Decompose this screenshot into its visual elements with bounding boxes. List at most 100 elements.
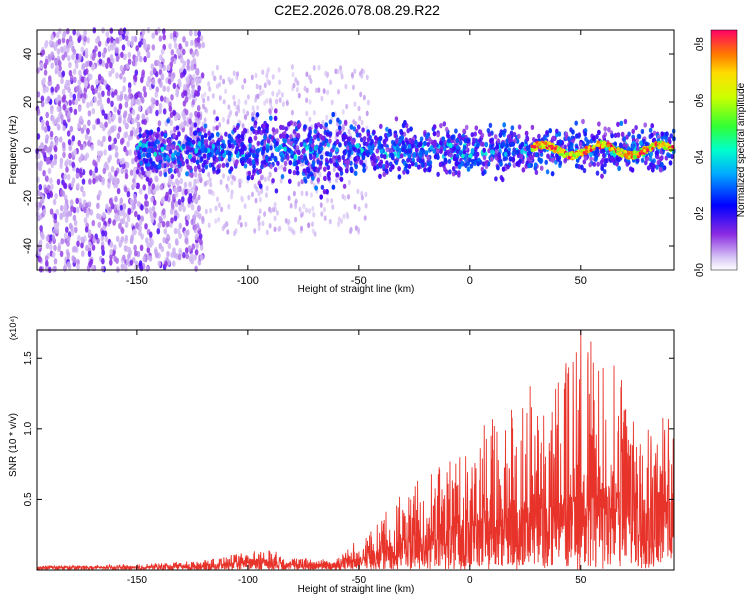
spectrogram-cell xyxy=(439,140,443,146)
spectrogram-cell xyxy=(279,178,283,184)
spectrogram-cell xyxy=(439,123,443,129)
spectrogram-cell xyxy=(610,150,614,156)
spectrogram-cell xyxy=(222,152,226,158)
spectrogram-cell xyxy=(115,72,119,79)
spectrogram-cell xyxy=(610,146,614,151)
spectrogram-cell xyxy=(508,133,512,139)
spectrogram-cell xyxy=(147,141,152,147)
spectrogram-cell xyxy=(645,156,650,162)
spectrogram-cell xyxy=(186,229,190,236)
spectrogram-cell xyxy=(307,133,312,139)
spectrogram-cell xyxy=(81,62,86,70)
spectrogram-cell xyxy=(278,79,282,86)
spectrogram-cell xyxy=(131,108,136,116)
spectrogram-cell xyxy=(671,145,675,149)
spectrogram-cell xyxy=(100,265,105,273)
spectrogram-cell xyxy=(45,235,50,242)
spectrogram-cell xyxy=(40,95,45,102)
spectrogram-cell xyxy=(80,46,85,53)
spectrogram-cell xyxy=(356,124,361,130)
spectrogram-cell xyxy=(268,223,272,229)
spectrogram-cell xyxy=(133,35,138,43)
spectrogram-cell xyxy=(426,155,431,161)
spectrogram-cell xyxy=(319,146,324,152)
spectrogram-cell xyxy=(44,175,49,182)
spectrogram-cell xyxy=(347,179,351,186)
spectrogram-cell xyxy=(45,86,49,93)
spectrogram-cell xyxy=(323,215,327,221)
spectrogram-cell xyxy=(397,174,402,180)
spectrogram-cell xyxy=(266,78,270,85)
spectrogram-cell xyxy=(77,79,82,86)
spectrogram-cell xyxy=(314,144,319,150)
spectrogram-cell xyxy=(116,187,121,195)
spectrogram-cell xyxy=(271,90,275,97)
spectrogram-cell xyxy=(35,249,40,257)
spectrogram-cell xyxy=(324,157,329,163)
spectrogram-cell xyxy=(595,134,599,140)
spectrogram-cell xyxy=(403,148,408,154)
spectrogram-cell xyxy=(212,109,216,115)
spectrogram-cell xyxy=(168,149,173,155)
spectrogram-cell xyxy=(58,27,62,35)
spectrogram-cell xyxy=(142,85,147,93)
spectrogram-cell xyxy=(219,135,224,141)
spectrogram-cell xyxy=(149,70,154,77)
spectrogram-cell xyxy=(123,110,127,118)
spectrogram-cell xyxy=(537,157,542,163)
spectrogram-cell xyxy=(290,150,294,156)
spectrogram-cell xyxy=(300,190,304,197)
spectrogram-cell xyxy=(295,86,299,93)
spectrogram-cell xyxy=(85,244,89,252)
spectrogram-cell xyxy=(218,81,222,88)
spectrogram-cell xyxy=(207,222,211,228)
spectrogram-cell xyxy=(436,154,440,160)
spectrogram-cell xyxy=(156,184,160,191)
spectrogram-cell xyxy=(144,158,149,164)
spectrogram-cell xyxy=(269,115,273,121)
spectrogram-cell xyxy=(382,163,386,169)
spectrogram-cell xyxy=(103,149,107,156)
spectrogram-cell xyxy=(81,250,85,257)
spectrogram-cell xyxy=(119,218,124,225)
spectrogram-cell xyxy=(491,149,496,155)
spectrogram-cell xyxy=(163,172,168,178)
spectrogram-cell xyxy=(389,147,393,154)
spectrogram-cell xyxy=(109,253,113,261)
spectrogram-cell xyxy=(158,136,163,142)
spectrogram-cell xyxy=(170,94,174,101)
spectrogram-cell xyxy=(339,176,344,182)
spectrogram-cell xyxy=(171,143,175,150)
spectrogram-cell xyxy=(66,261,71,268)
spectrogram-cell xyxy=(160,162,165,168)
spectrogram-cell xyxy=(47,53,52,61)
spectrogram-cell xyxy=(72,68,77,75)
spectrogram-cell xyxy=(238,215,242,221)
spectrogram-cell xyxy=(350,72,354,78)
spectrogram-cell xyxy=(278,144,282,150)
spectrogram-cell xyxy=(283,160,288,167)
spectrogram-cell xyxy=(211,93,215,99)
spectrogram-cell xyxy=(337,216,341,222)
spectrogram-cell xyxy=(507,151,511,157)
spectrogram-cell xyxy=(260,164,264,170)
spectrogram-cell xyxy=(344,83,348,90)
spectrogram-cell xyxy=(581,118,585,125)
spectrogram-cell xyxy=(123,186,128,193)
spectrogram-cell xyxy=(49,177,53,184)
spectrogram-cell xyxy=(321,119,325,126)
spectrogram-cell xyxy=(68,69,73,77)
spectrogram-cell xyxy=(105,31,110,38)
spectrogram-cell xyxy=(263,159,267,165)
spectrogram-cell xyxy=(184,188,188,196)
spectrogram-cell xyxy=(193,30,198,37)
spectrogram-cell xyxy=(39,225,43,232)
spectrogram-cell xyxy=(251,159,256,165)
spectrogram-cell xyxy=(85,211,90,218)
spectrogram-cell xyxy=(211,70,215,77)
spectrogram-cell xyxy=(306,173,311,179)
spectrogram-cell xyxy=(635,157,640,164)
spectrogram-cell xyxy=(151,44,156,51)
spectrogram-cell xyxy=(129,198,134,205)
spectrogram-cell xyxy=(362,167,366,173)
